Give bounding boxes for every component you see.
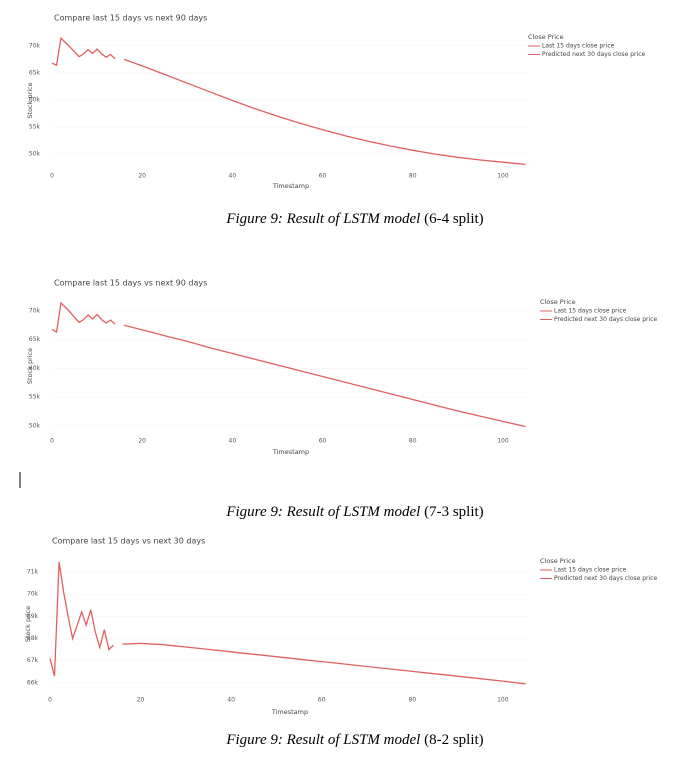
y-tick-label: 60k [29, 96, 41, 103]
y-tick-label: 55k [29, 124, 41, 131]
line-series [124, 324, 526, 428]
caption-label: Figure 9: Result of LSTM model [225, 211, 420, 227]
y-tick-label: 60k [29, 365, 41, 372]
y-axis-label: Stock price [26, 82, 34, 118]
x-tick-label: 80 [409, 438, 417, 445]
caption-split: (8-2 split) [424, 732, 484, 748]
y-tick-label: 70k [29, 42, 41, 49]
x-axis-label: Timestamp [272, 448, 309, 456]
x-tick-label: 20 [138, 173, 146, 180]
legend-title: Close Price [540, 298, 576, 306]
y-axis-label: Stock price [24, 606, 32, 642]
x-tick-label: 0 [50, 173, 54, 180]
legend-label: Last 15 days close price [554, 567, 627, 574]
x-tick-label: 100 [497, 438, 509, 445]
x-tick-label: 60 [319, 173, 327, 180]
x-tick-label: 80 [409, 173, 417, 180]
x-tick-label: 20 [138, 438, 146, 445]
figure-caption: Figure 9: Result of LSTM model (7-3 spli… [225, 504, 483, 520]
x-tick-label: 0 [50, 438, 54, 445]
y-tick-label: 65k [29, 69, 41, 76]
x-tick-label: 100 [497, 697, 509, 704]
y-tick-label: 55k [29, 394, 41, 401]
y-tick-label: 50k [29, 151, 41, 158]
line-series [123, 58, 526, 166]
caption-split: (6-4 split) [424, 211, 484, 227]
caption-label: Figure 9: Result of LSTM model [225, 504, 420, 520]
y-tick-label: 71k [27, 568, 39, 575]
y-tick-label: 68k [27, 635, 39, 642]
legend-label: Last 15 days close price [554, 308, 627, 315]
caption-split: (7-3 split) [424, 504, 484, 520]
line-series [122, 642, 526, 685]
x-tick-label: 20 [137, 697, 145, 704]
figure-caption: Figure 9: Result of LSTM model (8-2 spli… [225, 732, 483, 748]
x-tick-label: 40 [227, 697, 235, 704]
x-axis-label: Timestamp [272, 182, 309, 190]
legend-label: Predicted next 30 days close price [542, 51, 645, 58]
figure-caption: Figure 9: Result of LSTM model (6-4 spli… [225, 211, 483, 227]
line-series [49, 561, 114, 677]
y-axis-label: Stock price [26, 348, 34, 384]
y-tick-label: 70k [29, 307, 41, 314]
legend-label: Predicted next 30 days close price [554, 316, 657, 323]
chart-title: Compare last 15 days vs next 30 days [52, 537, 205, 546]
x-tick-label: 60 [318, 697, 326, 704]
legend-label: Predicted next 30 days close price [554, 575, 657, 582]
line-series [51, 36, 116, 67]
y-tick-label: 66k [27, 679, 39, 686]
x-tick-label: 80 [408, 697, 416, 704]
y-tick-label: 70k [27, 591, 39, 598]
caption-label: Figure 9: Result of LSTM model [225, 732, 420, 748]
x-tick-label: 0 [48, 697, 52, 704]
chart-title: Compare last 15 days vs next 90 days [54, 14, 207, 23]
x-tick-label: 100 [497, 173, 509, 180]
line-series [51, 301, 116, 334]
legend-title: Close Price [540, 557, 576, 565]
x-tick-label: 60 [319, 438, 327, 445]
x-tick-label: 40 [229, 438, 237, 445]
y-tick-label: 69k [27, 613, 39, 620]
y-tick-label: 67k [27, 657, 39, 664]
legend-title: Close Price [528, 33, 564, 41]
y-tick-label: 50k [29, 422, 41, 429]
legend-label: Last 15 days close price [542, 43, 615, 50]
x-tick-label: 40 [229, 173, 237, 180]
x-axis-label: Timestamp [271, 708, 308, 716]
chart-title: Compare last 15 days vs next 90 days [54, 279, 207, 288]
y-tick-label: 65k [29, 336, 41, 343]
